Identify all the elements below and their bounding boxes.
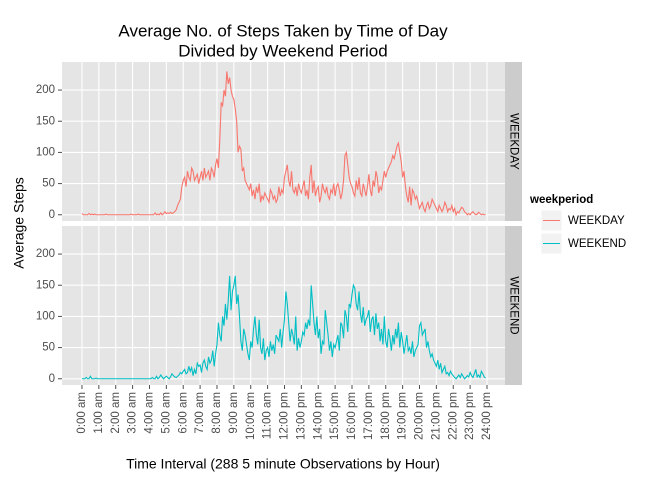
x-tick-label: 1:00 am bbox=[93, 392, 105, 434]
y-tick-label: 50 bbox=[42, 342, 55, 354]
chart-title: Average No. of Steps Taken by Time of Da… bbox=[118, 21, 448, 40]
x-tick-label: 15:00 pm bbox=[329, 392, 341, 440]
legend-label: WEEKEND bbox=[568, 238, 626, 250]
x-tick-label: 8:00 am bbox=[211, 392, 223, 434]
x-tick-label: 12:00 pm bbox=[279, 392, 291, 440]
facet-strip-label: WEEKDAY bbox=[507, 113, 519, 170]
x-tick-label: 17:00 pm bbox=[363, 392, 375, 440]
y-tick-label: 200 bbox=[36, 84, 55, 96]
x-tick-label: 9:00 am bbox=[228, 392, 240, 434]
x-tick-label: 4:00 am bbox=[144, 392, 156, 434]
x-tick-label: 2:00 am bbox=[110, 392, 122, 434]
x-tick-label: 24:00 pm bbox=[481, 392, 493, 440]
x-tick-label: 18:00 pm bbox=[380, 392, 392, 440]
x-tick-label: 7:00 am bbox=[194, 392, 206, 434]
x-tick-label: 23:00 pm bbox=[464, 392, 476, 440]
legend-label: WEEKDAY bbox=[568, 215, 625, 227]
y-tick-label: 100 bbox=[36, 146, 55, 158]
y-tick-label: 0 bbox=[49, 373, 55, 385]
x-tick-label: 22:00 pm bbox=[447, 392, 459, 440]
x-tick-label: 19:00 pm bbox=[397, 392, 409, 440]
facet-strip bbox=[505, 62, 522, 221]
x-axis-title: Time Interval (288 5 minute Observations… bbox=[126, 456, 440, 472]
legend-title: weekperiod bbox=[529, 194, 593, 206]
y-tick-label: 200 bbox=[36, 248, 55, 260]
x-tick-label: 5:00 am bbox=[160, 392, 172, 434]
x-tick-label: 14:00 pm bbox=[312, 392, 324, 440]
panel-background bbox=[62, 226, 505, 385]
y-tick-label: 150 bbox=[36, 115, 55, 127]
x-tick-label: 13:00 pm bbox=[295, 392, 307, 440]
y-axis-title: Average Steps bbox=[11, 177, 27, 269]
panel-background bbox=[62, 62, 505, 221]
x-tick-label: 21:00 pm bbox=[430, 392, 442, 440]
x-tick-label: 0:00 am bbox=[76, 392, 88, 434]
x-tick-label: 11:00 am bbox=[262, 392, 274, 439]
facet-strip bbox=[505, 226, 522, 385]
y-tick-label: 150 bbox=[36, 279, 55, 291]
y-tick-label: 0 bbox=[49, 209, 55, 221]
line bbox=[81, 71, 486, 217]
y-tick-label: 50 bbox=[42, 178, 55, 190]
x-tick-label: 16:00 pm bbox=[346, 392, 358, 440]
x-tick-label: 20:00 pm bbox=[414, 392, 426, 440]
x-tick-label: 6:00 am bbox=[177, 392, 189, 434]
facet-strip-label: WEEKEND bbox=[507, 276, 519, 334]
y-tick-label: 100 bbox=[36, 310, 55, 322]
chart-subtitle: Divided by Weekend Period bbox=[178, 41, 387, 60]
x-tick-label: 10:00 am bbox=[245, 392, 257, 440]
x-tick-label: 3:00 am bbox=[127, 392, 139, 434]
line bbox=[81, 275, 486, 380]
